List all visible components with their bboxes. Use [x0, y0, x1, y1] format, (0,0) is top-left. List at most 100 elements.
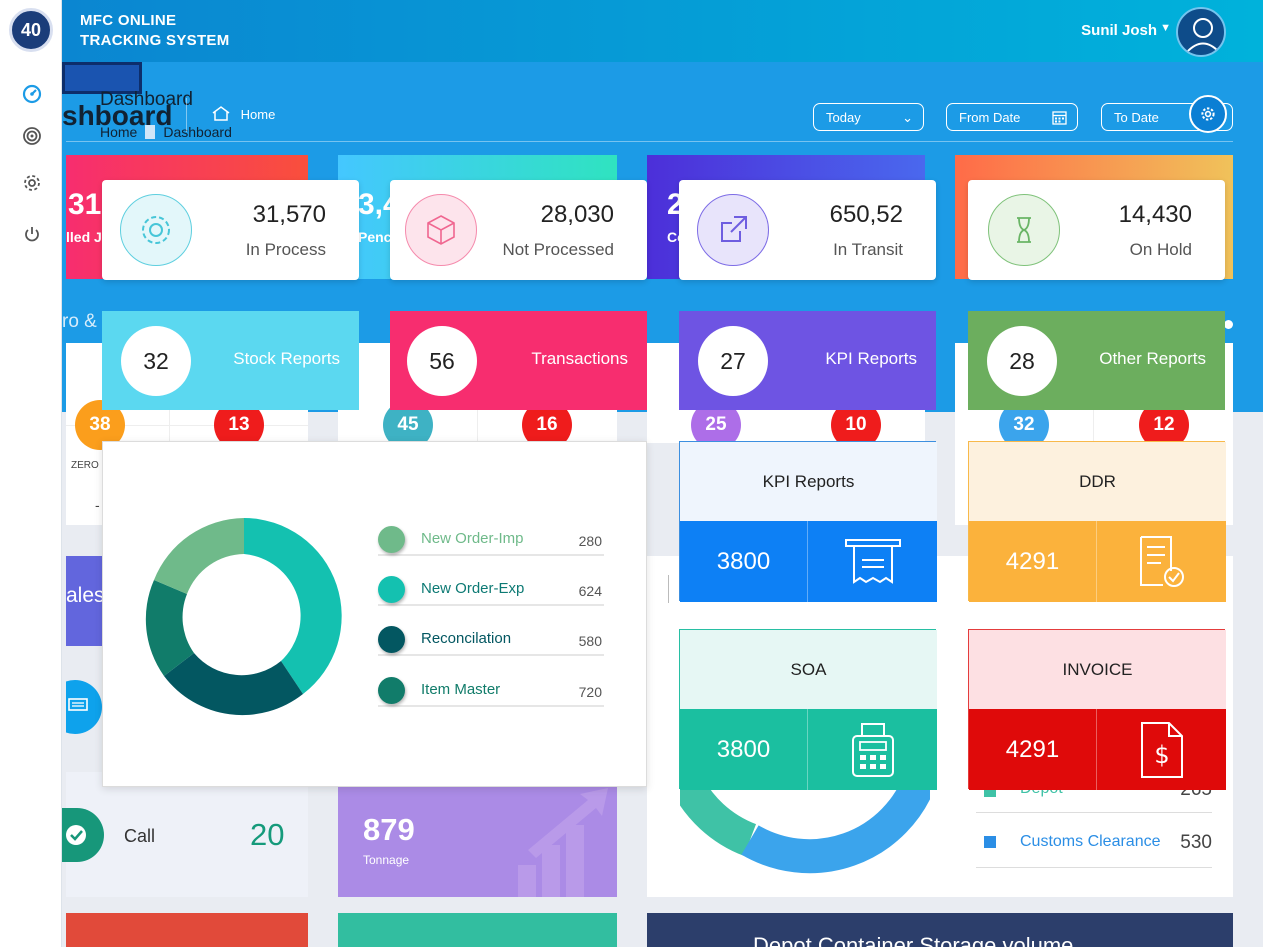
- hourglass-icon: [988, 194, 1060, 266]
- legend-item: New Order-Imp 280: [378, 526, 604, 556]
- divider: [186, 98, 187, 132]
- home-link-label: Home: [240, 107, 276, 122]
- stat-card-not-processed[interactable]: 28,030 Not Processed: [390, 180, 647, 280]
- target-icon[interactable]: [21, 125, 43, 147]
- call-card: Call 20: [58, 772, 308, 897]
- power-icon[interactable]: [21, 223, 43, 245]
- breadcrumb-home[interactable]: Home: [100, 124, 138, 140]
- report-card-kpi[interactable]: 27 KPI Reports: [679, 311, 936, 410]
- settings-button[interactable]: [1189, 95, 1227, 133]
- dollar-document-icon: $: [1097, 709, 1226, 790]
- stat-label: In Process: [245, 240, 326, 259]
- bottom-card: [66, 913, 308, 947]
- tile-value: 3800: [680, 709, 808, 790]
- sidebar: 40: [0, 0, 62, 947]
- period-select[interactable]: Today ⌄: [813, 103, 924, 131]
- chevron-down-icon: ⌄: [902, 110, 913, 125]
- bottom-card-title: Depot Container Storage volume: [753, 933, 1074, 947]
- app-logo: 40: [9, 8, 53, 52]
- hero-logo: [62, 62, 142, 94]
- top-bar: MFC ONLINE TRACKING SYSTEM Sunil Josh ▼: [62, 0, 1263, 62]
- report-label: Transactions: [531, 349, 628, 368]
- stat-label: In Transit: [833, 240, 903, 259]
- home-icon: [212, 106, 230, 121]
- report-label: KPI Reports: [825, 349, 917, 368]
- tile-kpi-reports[interactable]: KPI Reports 3800: [679, 441, 937, 602]
- document-check-icon: [1097, 521, 1226, 602]
- tile-value: 3800: [680, 521, 808, 602]
- sales-card: ales: [66, 556, 105, 646]
- box-icon: [405, 194, 477, 266]
- report-count: 28: [987, 326, 1057, 396]
- tile-value: 4291: [969, 521, 1097, 602]
- tile-title: INVOICE: [969, 630, 1226, 709]
- stat-card-in-process[interactable]: 31,570 In Process: [102, 180, 359, 280]
- gear-icon[interactable]: [21, 172, 43, 194]
- breadcrumb-current: Dashboard: [163, 124, 232, 140]
- page-title: Dashboard: [100, 89, 193, 110]
- bottom-card: [338, 913, 617, 947]
- tile-value: 4291: [969, 709, 1097, 790]
- list-item: Customs Clearance 530: [976, 830, 1212, 868]
- gear-icon: [1201, 107, 1215, 121]
- section-heading: ro &: [62, 311, 97, 332]
- bottom-card: Depot Container Storage volume: [647, 913, 1233, 947]
- order-donut-chart: [145, 518, 342, 716]
- call-label: Call: [124, 826, 156, 846]
- report-card-transactions[interactable]: 56 Transactions: [390, 311, 647, 410]
- stat-label: On Hold: [1129, 240, 1192, 259]
- external-link-icon: [697, 194, 769, 266]
- report-card-other[interactable]: 28 Other Reports: [968, 311, 1225, 410]
- to-date-input[interactable]: To Date: [1101, 103, 1233, 131]
- call-value: 20: [250, 817, 285, 852]
- tile-title: DDR: [969, 442, 1226, 521]
- stat-value: 31,570: [252, 201, 326, 228]
- app-title: MFC ONLINE TRACKING SYSTEM: [80, 12, 230, 49]
- stat-value: 28,030: [540, 201, 614, 228]
- period-select-value: Today: [826, 110, 861, 125]
- user-name[interactable]: Sunil Josh: [1081, 22, 1157, 39]
- tile-title: KPI Reports: [680, 442, 937, 521]
- legend-item: Reconcilation 580: [378, 626, 604, 656]
- tile-invoice[interactable]: INVOICE 4291 $: [968, 629, 1226, 790]
- zero-label: ZERO: [71, 460, 99, 471]
- from-date-placeholder: From Date: [959, 110, 1021, 125]
- home-link[interactable]: Home: [212, 106, 275, 122]
- from-date-input[interactable]: From Date: [946, 103, 1078, 131]
- stat-card-in-transit[interactable]: 650,52 In Transit: [679, 180, 936, 280]
- gear-sync-icon: [120, 194, 192, 266]
- divider: [66, 141, 1233, 142]
- order-donut-popup: New Order-Imp 280 New Order-Exp 624 Reco…: [102, 441, 647, 787]
- calculator-icon: [808, 709, 937, 790]
- stat-label: Not Processed: [502, 240, 615, 259]
- report-count: 56: [407, 326, 477, 396]
- svg-text:$: $: [1154, 741, 1169, 769]
- caret-down-icon[interactable]: ▼: [1160, 22, 1171, 34]
- to-date-placeholder: To Date: [1114, 110, 1159, 125]
- stat-value: 14,430: [1118, 201, 1192, 228]
- report-label: Other Reports: [1099, 349, 1206, 368]
- receipt-icon: [808, 521, 937, 602]
- report-count: 32: [121, 326, 191, 396]
- report-card-stock[interactable]: 32 Stock Reports: [102, 311, 359, 410]
- dashboard-gauge-icon[interactable]: [21, 83, 43, 105]
- avatar[interactable]: [1176, 7, 1226, 57]
- monitor-icon-wrap: [66, 680, 102, 736]
- report-count: 27: [698, 326, 768, 396]
- tonnage-card: 879 Tonnage: [338, 780, 617, 897]
- tile-title: SOA: [680, 630, 937, 709]
- breadcrumb: Home Dashboard: [100, 124, 232, 140]
- legend-item: Item Master 720: [378, 677, 604, 707]
- tonnage-value: 879: [363, 812, 415, 847]
- stat-card-on-hold[interactable]: 14,430 On Hold: [968, 180, 1225, 280]
- sales-label: ales: [66, 584, 105, 607]
- carousel-dot[interactable]: [1224, 320, 1233, 329]
- report-label: Stock Reports: [233, 349, 340, 368]
- calendar-icon: [1052, 110, 1067, 128]
- tile-soa[interactable]: SOA 3800: [679, 629, 937, 790]
- stat-value: 650,52: [829, 201, 903, 228]
- tonnage-label: Tonnage: [363, 853, 410, 867]
- legend-item: New Order-Exp 624: [378, 576, 604, 606]
- tile-ddr[interactable]: DDR 4291: [968, 441, 1226, 602]
- depot-donut-chart: [680, 780, 930, 874]
